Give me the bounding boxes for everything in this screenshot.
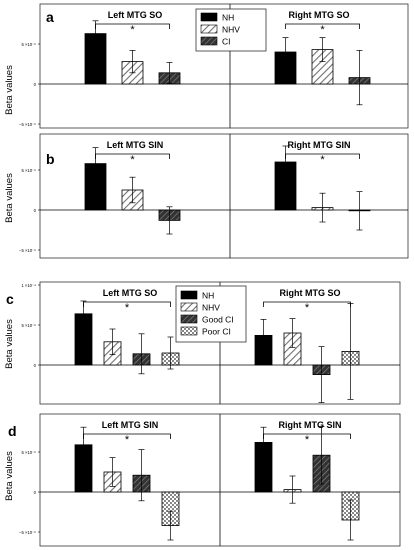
y-tick-label: 0 bbox=[34, 363, 37, 368]
significance-star: * bbox=[305, 434, 310, 446]
legend-label-nhv: NHV bbox=[202, 303, 220, 313]
ylabel-c: Beta values bbox=[4, 319, 15, 369]
significance-bracket bbox=[95, 153, 170, 159]
significance-bracket bbox=[263, 301, 351, 307]
chart-title: Right MTG SIN bbox=[288, 140, 351, 150]
ylabel-b: Beta values bbox=[4, 173, 15, 223]
ylabel-a: Beta values bbox=[4, 65, 15, 115]
y-tick-label: −5 ×10⁻⁵ bbox=[19, 530, 36, 535]
panel-frame bbox=[219, 281, 401, 405]
y-tick-label: 5 ×10⁻⁵ bbox=[21, 168, 36, 173]
legend-swatch-nhv bbox=[200, 24, 218, 34]
y-tick-label: −5 ×10⁻⁵ bbox=[19, 248, 36, 253]
y-tick-label: 0 bbox=[34, 490, 37, 495]
panel-frame bbox=[229, 133, 409, 259]
panel-letter-d: d bbox=[8, 423, 17, 439]
significance-star: * bbox=[305, 302, 310, 314]
legend-label-nh: NH bbox=[202, 291, 214, 301]
bottom-figure: 1 ×10⁻⁴ 5 ×10⁻⁵ 0 Left MTG SO * Right MTG SO… bbox=[4, 281, 401, 547]
chart-title: Right MTG SO bbox=[280, 288, 341, 298]
panel-a-left: 5 ×10⁻⁵ 0 −5 ×10⁻⁵ Left MTG SO * bbox=[19, 3, 231, 129]
panel-letter-a: a bbox=[46, 9, 54, 25]
y-tick-label: 1 ×10⁻⁴ bbox=[21, 283, 36, 288]
legend-label-nh: NH bbox=[222, 13, 234, 23]
significance-bracket bbox=[263, 433, 351, 439]
legend-bottom: NH NHV Good CI Poor CI bbox=[175, 285, 247, 343]
y-tick-label: 5 ×10⁻⁵ bbox=[21, 323, 36, 328]
legend-swatch-nh bbox=[180, 290, 198, 300]
y-tick-label: −5 ×10⁻⁵ bbox=[19, 122, 36, 127]
chart-title: Right MTG SO bbox=[289, 10, 350, 20]
significance-bracket bbox=[83, 433, 171, 439]
significance-star: * bbox=[320, 24, 325, 36]
panel-a-right: Right MTG SO * bbox=[229, 3, 409, 129]
panel-d-right: Right MTG SIN * bbox=[219, 413, 401, 547]
y-tick-label: 5 ×10⁻⁵ bbox=[21, 42, 36, 47]
chart-title: Left MTG SIN bbox=[107, 140, 164, 150]
legend-swatch-ci bbox=[200, 36, 218, 46]
y-tick-label: 0 bbox=[34, 82, 37, 87]
panel-letter-c: c bbox=[6, 291, 14, 307]
legend-swatch-good-ci bbox=[180, 314, 198, 324]
chart-title: Left MTG SO bbox=[103, 288, 158, 298]
panel-frame bbox=[229, 3, 409, 129]
significance-bracket bbox=[95, 23, 170, 29]
ylabel-d: Beta values bbox=[4, 451, 15, 501]
legend-swatch-nh bbox=[200, 12, 218, 22]
significance-star: * bbox=[125, 302, 130, 314]
panel-b-right: Right MTG SIN * bbox=[229, 133, 409, 259]
legend-top: NH NHV CI bbox=[195, 8, 267, 52]
significance-bracket bbox=[285, 23, 360, 29]
significance-bracket bbox=[285, 153, 360, 159]
legend-label-nhv: NHV bbox=[222, 25, 240, 35]
significance-star: * bbox=[130, 154, 135, 166]
y-tick-label: 0 bbox=[34, 208, 37, 213]
chart-title: Left MTG SO bbox=[108, 10, 163, 20]
legend-label-poor-ci: Poor CI bbox=[202, 327, 231, 337]
significance-star: * bbox=[130, 24, 135, 36]
legend-swatch-poor-ci bbox=[180, 326, 198, 336]
panel-c-right: Right MTG SO * bbox=[219, 281, 401, 405]
legend-label-good-ci: Good CI bbox=[202, 315, 234, 325]
panel-frame bbox=[219, 413, 401, 547]
legend-label-ci: CI bbox=[222, 37, 231, 47]
significance-star: * bbox=[320, 154, 325, 166]
top-figure: 5 ×10⁻⁵ 0 −5 ×10⁻⁵ Left MTG SO * Right MTG S… bbox=[4, 3, 409, 259]
chart-title: Left MTG SIN bbox=[102, 420, 159, 430]
significance-bracket bbox=[83, 301, 171, 307]
panel-letter-b: b bbox=[46, 151, 55, 167]
legend-swatch-nhv bbox=[180, 302, 198, 312]
panel-d-left: 5 ×10⁻⁵ 0 −5 ×10⁻⁵ Left MTG SIN * bbox=[19, 413, 221, 547]
y-tick-label: 5 ×10⁻⁵ bbox=[21, 450, 36, 455]
significance-star: * bbox=[125, 434, 130, 446]
chart-title: Right MTG SIN bbox=[279, 420, 342, 430]
